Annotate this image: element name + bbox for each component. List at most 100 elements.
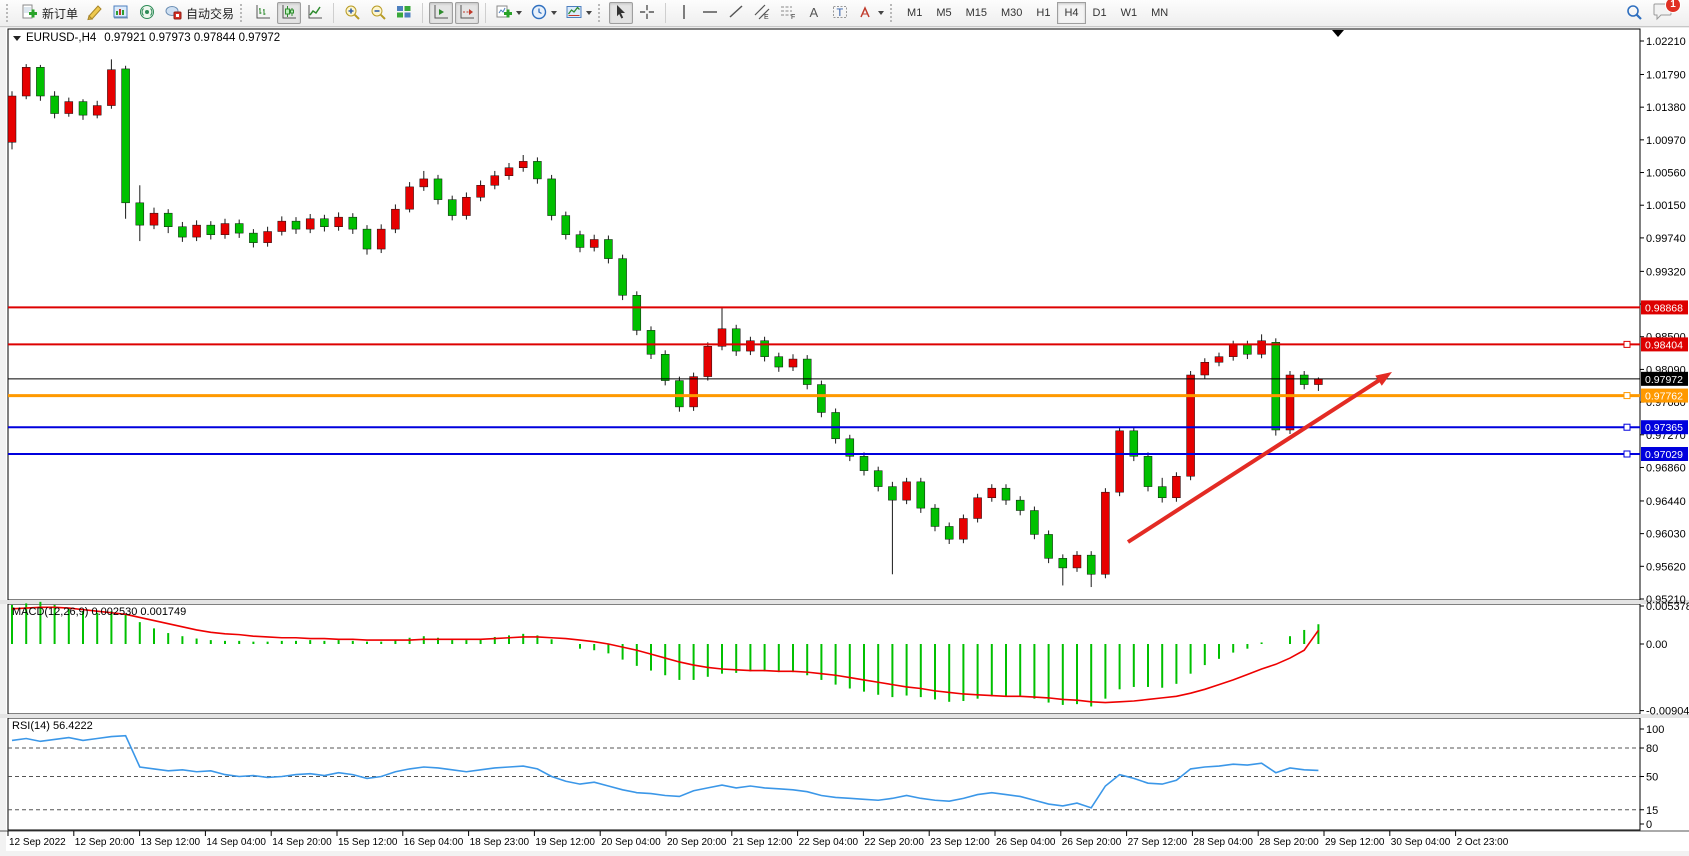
bar-chart-button[interactable] bbox=[251, 2, 275, 24]
chart-title[interactable]: EURUSD-,H4 0.97921 0.97973 0.97844 0.979… bbox=[13, 32, 280, 44]
autotrading-icon bbox=[164, 3, 182, 24]
timeframe-group: M1 M5 M15 M30 H1 H4 D1 W1 MN bbox=[900, 2, 1175, 24]
price-flag bbox=[1641, 388, 1688, 403]
candle bbox=[178, 226, 187, 238]
autoscroll-button[interactable] bbox=[429, 2, 454, 24]
time-tick-label: 14 Sep 20:00 bbox=[272, 837, 332, 848]
candle bbox=[7, 95, 17, 143]
candle bbox=[433, 178, 443, 200]
timeframe-button-m1[interactable]: M1 bbox=[907, 7, 923, 19]
pane-splitter[interactable] bbox=[0, 714, 1689, 718]
price-flag bbox=[1641, 300, 1688, 315]
candle bbox=[334, 216, 343, 227]
candle bbox=[731, 328, 741, 352]
candlestick-chart-button[interactable] bbox=[277, 2, 302, 24]
equidistant-channel-tool-button[interactable]: E bbox=[750, 2, 774, 24]
main-pane bbox=[7, 28, 1641, 601]
text-label-tool-button[interactable]: T bbox=[828, 2, 852, 24]
time-tick-label: 18 Sep 23:00 bbox=[470, 837, 530, 848]
new-order-button[interactable]: 新订单 bbox=[17, 2, 81, 24]
trendline-tool-button[interactable] bbox=[724, 2, 748, 24]
price-flag bbox=[1641, 446, 1688, 461]
arrows-tool-button[interactable] bbox=[854, 2, 887, 24]
periods-button[interactable] bbox=[527, 2, 560, 24]
time-tick-label: 2 Oct 23:00 bbox=[1457, 837, 1509, 848]
time-tick-label: 20 Sep 20:00 bbox=[667, 837, 727, 848]
candle bbox=[689, 376, 698, 408]
price-flag-label: 0.97029 bbox=[1645, 449, 1683, 461]
candle bbox=[987, 487, 997, 499]
crosshair-button[interactable] bbox=[635, 2, 659, 24]
svg-text:E: E bbox=[764, 14, 769, 21]
line-chart-button[interactable] bbox=[303, 2, 327, 24]
templates-icon bbox=[565, 3, 583, 24]
candle bbox=[888, 486, 897, 501]
metaeditor-button[interactable] bbox=[83, 2, 107, 24]
candlestick-chart-icon bbox=[280, 3, 298, 24]
timeframe-button-w1[interactable]: W1 bbox=[1120, 7, 1138, 19]
candle bbox=[78, 101, 88, 116]
timeframe-button-h1[interactable]: H1 bbox=[1036, 7, 1051, 19]
timeframe-button-d1[interactable]: D1 bbox=[1092, 7, 1107, 19]
chart-shift-button[interactable] bbox=[455, 2, 480, 24]
dropdown-caret-icon bbox=[551, 11, 558, 15]
line-handle[interactable] bbox=[1623, 423, 1631, 431]
timeframe-button-m30[interactable]: M30 bbox=[1001, 7, 1023, 19]
timeframe-button-h4[interactable]: H4 bbox=[1057, 2, 1086, 24]
new-order-label: 新订单 bbox=[42, 6, 79, 21]
candle bbox=[1086, 554, 1096, 575]
timeframe-button-m15[interactable]: M15 bbox=[965, 7, 987, 19]
chart-dropdown-icon[interactable] bbox=[13, 35, 21, 41]
candle bbox=[660, 354, 670, 381]
candle bbox=[1015, 499, 1025, 511]
zoom-in-button[interactable] bbox=[340, 2, 364, 24]
search-button[interactable] bbox=[1622, 2, 1646, 24]
vertical-line-tool-button[interactable] bbox=[672, 2, 696, 24]
line-handle[interactable] bbox=[1623, 340, 1631, 348]
time-tick-label: 26 Sep 20:00 bbox=[1062, 837, 1122, 848]
horizontal-line-tool-button[interactable] bbox=[698, 2, 722, 24]
candle bbox=[1186, 374, 1195, 477]
dropdown-caret-icon bbox=[516, 11, 523, 15]
price-tick-label: 0.95210 bbox=[1646, 594, 1686, 606]
candle bbox=[1314, 378, 1323, 385]
indicators-button[interactable] bbox=[492, 2, 525, 24]
notifications-button[interactable]: 1 bbox=[1653, 0, 1681, 26]
signals-icon bbox=[138, 3, 156, 24]
zoom-out-button[interactable] bbox=[366, 2, 390, 24]
trend-arrow[interactable] bbox=[1126, 374, 1387, 544]
macd-axis-label: 0.00 bbox=[1646, 639, 1667, 651]
rsi-line bbox=[11, 734, 1319, 809]
text-tool-button[interactable]: A bbox=[802, 2, 826, 24]
candle bbox=[50, 95, 59, 114]
market-watch-button[interactable] bbox=[109, 2, 133, 24]
timeframe-button-mn[interactable]: MN bbox=[1151, 7, 1169, 19]
line-handle[interactable] bbox=[1623, 450, 1631, 458]
pane-splitter[interactable] bbox=[0, 600, 1689, 604]
tile-windows-button[interactable] bbox=[392, 2, 416, 24]
rsi-axis-label: 50 bbox=[1646, 772, 1658, 784]
trend-arrow-head[interactable] bbox=[1375, 372, 1392, 386]
dropdown-caret-icon bbox=[878, 11, 885, 15]
templates-button[interactable] bbox=[562, 2, 595, 24]
signals-button[interactable] bbox=[135, 2, 159, 24]
price-tick-label: 0.96030 bbox=[1646, 529, 1686, 541]
time-tick-label: 27 Sep 12:00 bbox=[1128, 837, 1188, 848]
time-tick-label: 30 Sep 04:00 bbox=[1391, 837, 1451, 848]
price-flag bbox=[1641, 337, 1688, 352]
price-flag-label: 0.97762 bbox=[1645, 391, 1683, 403]
fibonacci-tool-button[interactable]: F bbox=[776, 2, 800, 24]
autotrading-label: 自动交易 bbox=[186, 6, 235, 21]
cursor-button[interactable] bbox=[609, 2, 634, 24]
time-tick-label: 19 Sep 12:00 bbox=[535, 837, 595, 848]
cursor-icon bbox=[612, 3, 630, 24]
line-handle[interactable] bbox=[1623, 392, 1631, 400]
candle bbox=[447, 199, 457, 216]
timeframe-button-m5[interactable]: M5 bbox=[936, 7, 952, 19]
chart-shift-marker[interactable] bbox=[1332, 30, 1344, 37]
autotrading-button[interactable]: 自动交易 bbox=[161, 2, 237, 24]
candle bbox=[1058, 558, 1068, 569]
candle bbox=[845, 438, 855, 457]
price-tick-label: 0.96440 bbox=[1646, 496, 1686, 508]
